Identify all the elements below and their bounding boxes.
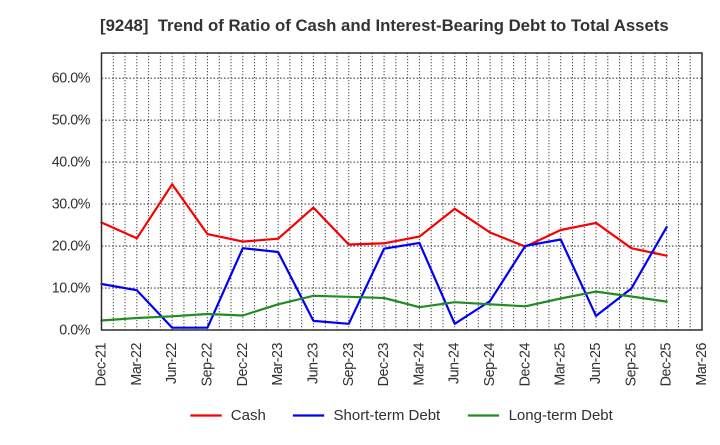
svg-text:Jun-23: Jun-23 — [305, 343, 321, 385]
svg-text:Jun-24: Jun-24 — [447, 343, 463, 385]
svg-text:[9248] Trend of Ratio of Cash: [9248] Trend of Ratio of Cash and Intere… — [100, 16, 669, 35]
svg-text:0.0%: 0.0% — [59, 323, 91, 339]
svg-text:Short-term Debt: Short-term Debt — [334, 407, 442, 424]
svg-text:Dec-24: Dec-24 — [517, 343, 533, 387]
svg-text:40.0%: 40.0% — [52, 155, 91, 171]
svg-text:Sep-25: Sep-25 — [623, 343, 639, 387]
svg-text:Jun-22: Jun-22 — [164, 343, 180, 385]
svg-text:Dec-22: Dec-22 — [235, 343, 251, 387]
svg-text:Sep-23: Sep-23 — [341, 343, 357, 387]
svg-text:Mar-23: Mar-23 — [270, 343, 286, 386]
svg-text:Dec-25: Dec-25 — [659, 343, 675, 387]
svg-text:Long-term Debt: Long-term Debt — [509, 407, 614, 424]
svg-text:Dec-21: Dec-21 — [94, 343, 110, 387]
svg-text:Cash: Cash — [231, 407, 266, 424]
svg-text:Sep-22: Sep-22 — [199, 343, 215, 387]
svg-text:30.0%: 30.0% — [52, 197, 91, 213]
svg-text:Mar-22: Mar-22 — [129, 343, 145, 386]
svg-text:20.0%: 20.0% — [52, 239, 91, 255]
svg-text:50.0%: 50.0% — [52, 113, 91, 129]
svg-text:Dec-23: Dec-23 — [376, 343, 392, 387]
svg-text:10.0%: 10.0% — [52, 281, 91, 297]
svg-text:Mar-24: Mar-24 — [411, 343, 427, 386]
svg-text:Sep-24: Sep-24 — [482, 343, 498, 387]
svg-text:Mar-26: Mar-26 — [694, 343, 710, 386]
svg-text:60.0%: 60.0% — [52, 71, 91, 87]
svg-text:Jun-25: Jun-25 — [588, 343, 604, 385]
svg-text:Mar-25: Mar-25 — [553, 343, 569, 386]
